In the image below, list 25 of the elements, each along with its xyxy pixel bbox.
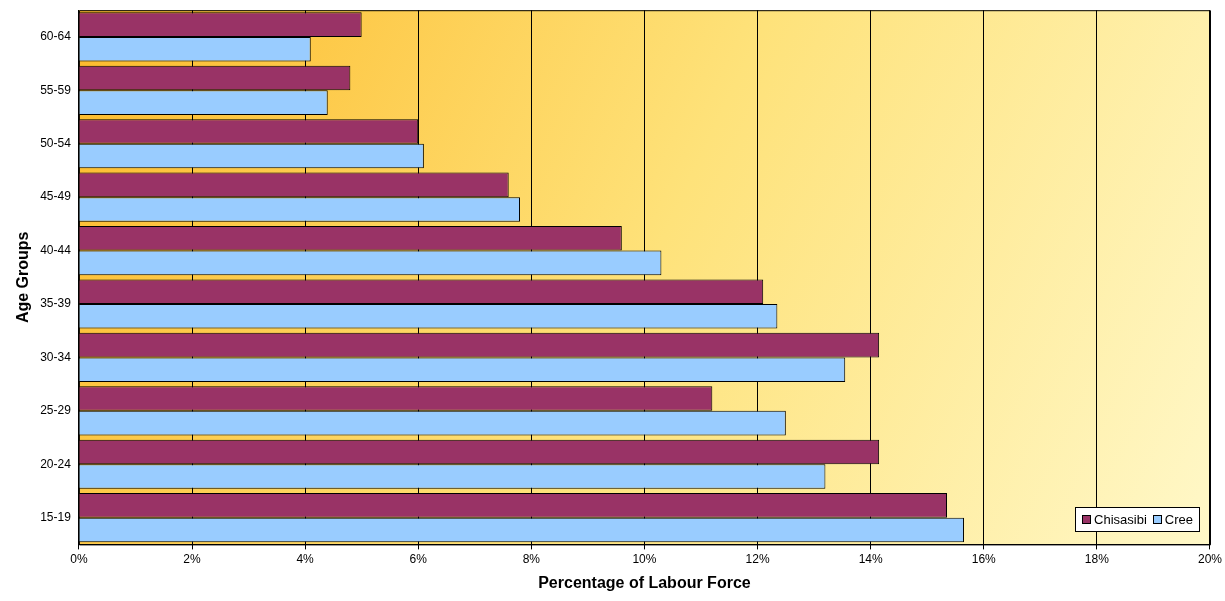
x-tick-label: 16% [971, 551, 997, 566]
x-tick-label: 20% [1197, 551, 1223, 566]
y-tick-label: 20-24 [40, 456, 72, 471]
x-tick-label: 14% [858, 551, 883, 566]
y-tick-label: 30-34 [40, 349, 72, 364]
y-tick-label: 45-49 [40, 189, 72, 204]
y-axis-title: Age Groups [14, 231, 32, 324]
legend-label: Chisasibi [1093, 512, 1147, 528]
y-tick-label: 40-44 [40, 242, 72, 257]
x-tick-label: 4% [296, 551, 315, 566]
x-tick-label: 12% [745, 551, 770, 566]
x-tick-label: 18% [1084, 551, 1110, 566]
x-tick-label: 10% [632, 551, 657, 566]
y-tick-label: 15-19 [40, 510, 72, 524]
x-axis-title: Percentage of Labour Force [538, 573, 751, 591]
y-tick-label: 60-64 [40, 29, 72, 44]
x-tick-label: 8% [522, 551, 541, 566]
y-tick-label: 55-59 [40, 82, 72, 97]
x-tick-label: 2% [183, 551, 201, 566]
y-tick-label: 35-39 [40, 296, 72, 311]
y-tick-label: 50-54 [40, 136, 72, 151]
x-tick-label: 0% [70, 551, 88, 566]
x-tick-label: 6% [409, 551, 428, 566]
y-tick-label: 25-29 [40, 403, 72, 418]
text: Cree [1163, 512, 1193, 528]
